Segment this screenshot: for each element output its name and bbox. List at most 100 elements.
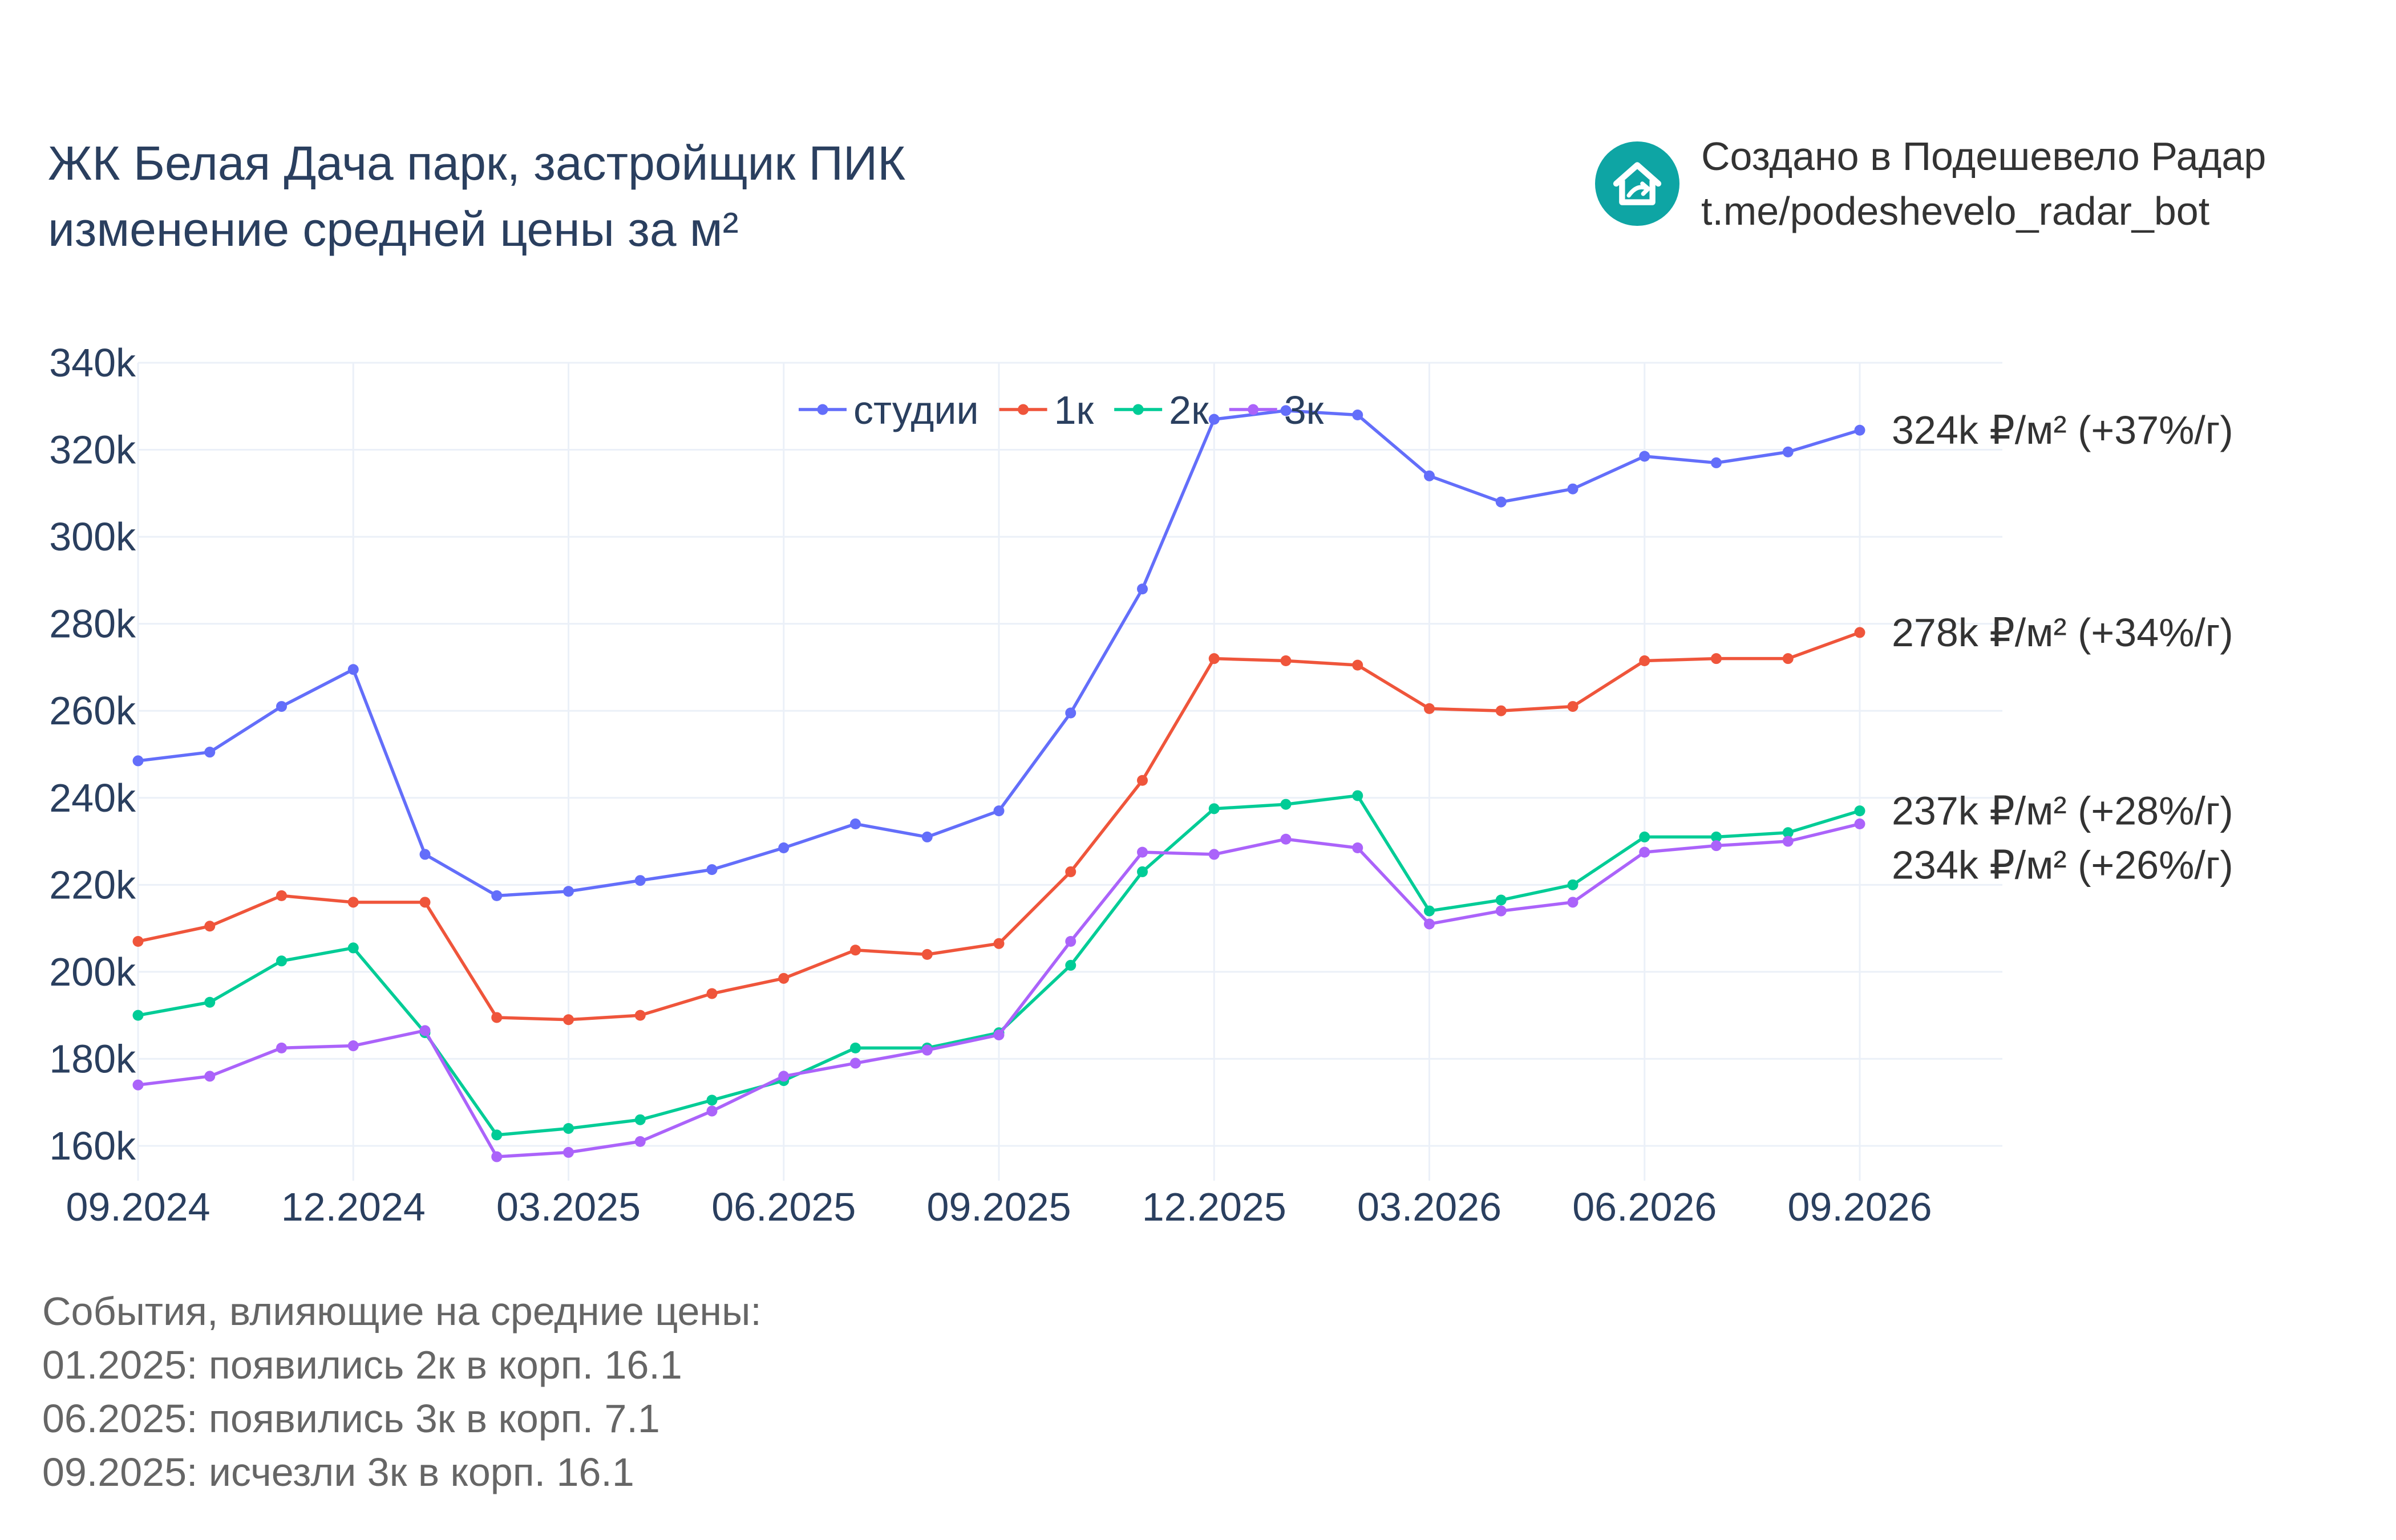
data-point [1854,627,1865,638]
data-point [1639,655,1650,666]
y-tick-label: 200k [49,950,136,994]
data-point [132,1079,144,1091]
data-point [1352,659,1363,671]
legend-marker [817,404,828,415]
legend-item-4: 3к [1229,388,1324,432]
data-point [347,1040,359,1052]
data-point [1567,879,1579,890]
data-point [491,1151,503,1162]
data-point [706,1105,718,1117]
x-tick-label: 12.2024 [281,1185,426,1229]
data-point [1782,827,1794,838]
y-tick-label: 240k [49,776,136,820]
data-point [276,1042,287,1053]
house-logo-icon [1595,141,1679,226]
data-point [1065,866,1076,877]
data-point [419,1025,431,1036]
data-point [276,701,287,712]
data-point [563,1146,574,1158]
data-point [1280,655,1292,666]
brand-name: Создано в Подешевело Радар [1701,134,2267,179]
data-point [1495,496,1507,508]
data-point [1280,405,1292,416]
data-point [1424,918,1435,930]
data-point [1065,959,1076,971]
x-tick-label: 09.2025 [926,1185,1071,1229]
x-tick-label: 03.2026 [1357,1185,1501,1229]
data-point [634,1136,646,1147]
chart-title: ЖК Белая Дача парк, застройщик ПИК измен… [48,130,905,262]
events-heading: События, влияющие на средние цены: [42,1289,762,1334]
data-point [706,988,718,999]
data-point [850,818,861,830]
data-point [1352,842,1363,853]
data-point [921,949,933,960]
x-tick-label: 06.2026 [1572,1185,1717,1229]
data-point [1137,846,1148,858]
brand-link[interactable]: t.me/podeshevelo_radar_bot [1701,189,2210,233]
data-point [1352,410,1363,421]
data-point [491,1012,503,1023]
data-point [1137,866,1148,877]
data-point [1567,701,1579,712]
legend-marker [1018,404,1029,415]
legend-label: 3к [1284,388,1324,432]
legend-item-3: 2к [1114,388,1209,432]
data-point [1424,703,1435,714]
series-end-label: 237k ₽/м² (+28%/г) [1892,789,2233,833]
y-tick-label: 300k [49,514,136,559]
x-tick-label: 09.2024 [66,1185,210,1229]
y-tick-label: 280k [49,602,136,646]
data-point [1495,905,1507,917]
x-tick-label: 03.2025 [496,1185,641,1229]
grid-layer [137,362,2002,1181]
data-point [1495,894,1507,906]
data-point [347,897,359,908]
data-point [706,1095,718,1106]
series-1 [132,405,1865,901]
series-end-label: 324k ₽/м² (+37%/г) [1892,408,2233,452]
data-point [1711,457,1722,468]
title-line-2: изменение средней цены за м² [48,202,739,256]
chart-legend: студии 1к 2к 3к [799,388,1324,432]
data-point [563,1122,574,1134]
data-point [1711,653,1722,664]
data-point [491,890,503,901]
series-end-label: 234k ₽/м² (+26%/г) [1892,843,2233,887]
data-point [1639,451,1650,462]
data-point [132,1010,144,1021]
end-labels: 324k ₽/м² (+37%/г) 278k ₽/м² (+34%/г) 237k… [1892,408,2233,887]
data-point [1137,775,1148,786]
data-point [132,935,144,947]
data-point [921,831,933,842]
event-item-3: 09.2025: исчезли 3к в корп. 16.1 [42,1450,634,1494]
data-point [1711,840,1722,852]
data-point [1208,849,1220,860]
event-item-2: 06.2025: появились 3к в корп. 7.1 [42,1396,660,1441]
series-end-label: 278k ₽/м² (+34%/г) [1892,610,2233,655]
data-point [1424,905,1435,917]
series-4 [132,818,1865,1162]
brand-block[interactable]: Создано в Подешевело Радар t.me/podeshev… [1595,129,2266,238]
data-point [347,942,359,954]
data-point [1280,799,1292,810]
y-tick-label: 340k [49,341,136,385]
data-point [1567,483,1579,495]
data-point [1639,846,1650,858]
data-point [1208,653,1220,664]
data-point [1854,818,1865,830]
data-point [491,1129,503,1141]
data-point [1782,446,1794,457]
data-point [1854,805,1865,817]
data-point [132,755,144,767]
data-point [850,945,861,956]
data-point [1782,836,1794,847]
data-point [706,864,718,876]
legend-label: студии [853,388,979,432]
legend-label: 2к [1169,388,1209,432]
data-point [993,1029,1005,1040]
y-tick-label: 260k [49,688,136,733]
data-point [1424,470,1435,481]
legend-item-1: студии [799,388,979,432]
